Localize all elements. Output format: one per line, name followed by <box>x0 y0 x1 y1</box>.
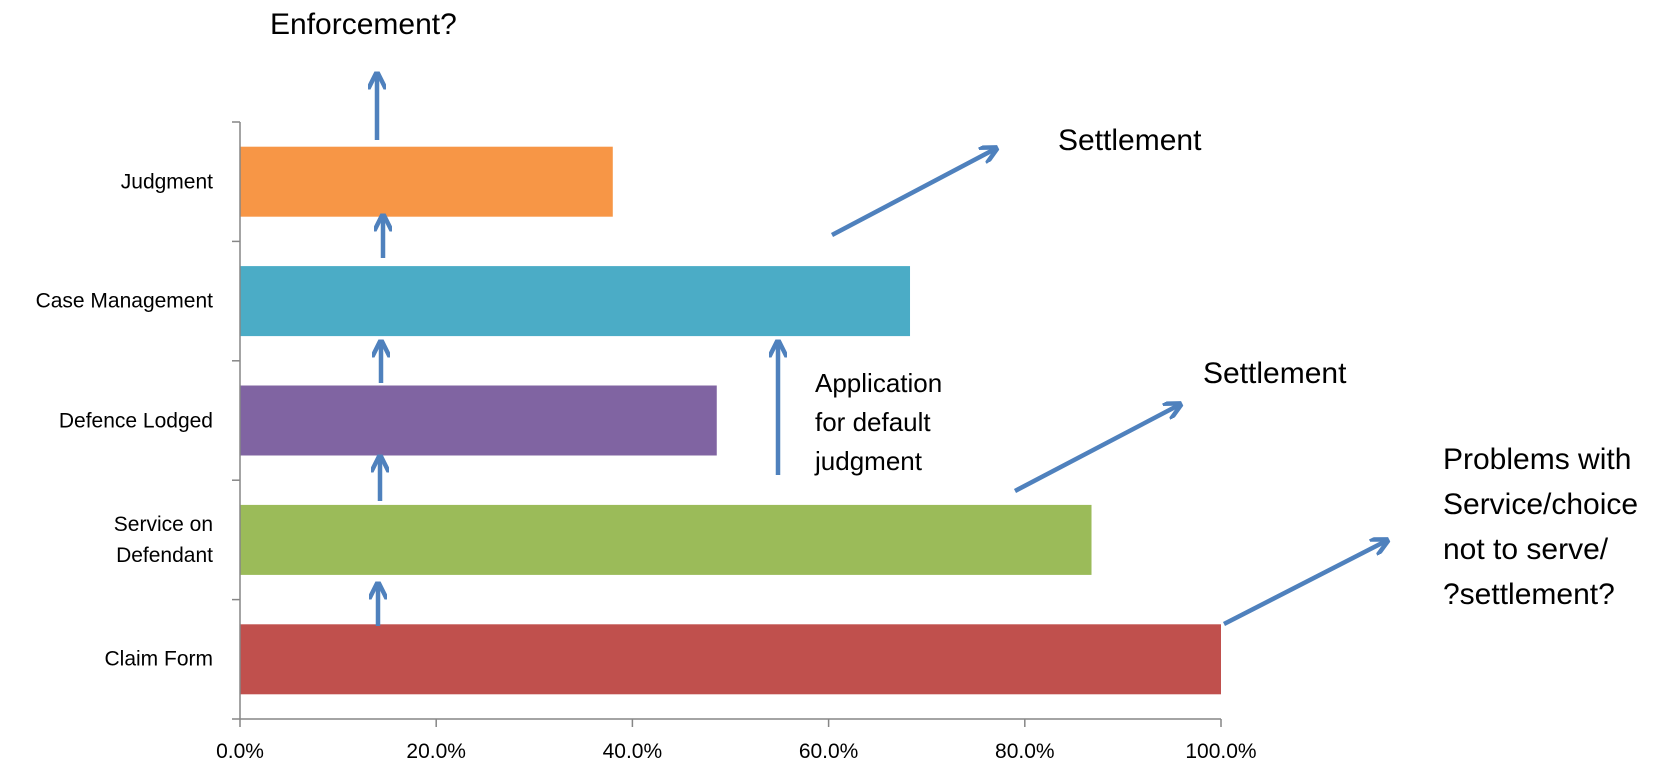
arrows <box>377 75 1386 627</box>
bar <box>240 146 613 217</box>
x-tick-label: 100.0% <box>1185 740 1257 763</box>
annotation: Settlement <box>1058 124 1202 157</box>
annotation: Problems with Service/choice not to serv… <box>1443 443 1639 611</box>
y-tick-label: Case Management <box>35 289 213 313</box>
y-tick-label: Defence Lodged <box>58 409 213 432</box>
bar <box>240 266 911 337</box>
y-tick-label: Service on Defendant <box>113 512 213 567</box>
y-tick-label: Claim Form <box>104 647 214 671</box>
x-tick-label: 20.0% <box>406 740 466 763</box>
x-tick-label: 80.0% <box>995 740 1055 763</box>
bar <box>240 385 717 456</box>
x-tick-label: 60.0% <box>798 740 859 763</box>
y-tick-label: Judgment <box>120 170 213 194</box>
x-tick-label: 40.0% <box>602 740 663 763</box>
arrow <box>1013 405 1179 493</box>
annotation: Enforcement? <box>270 8 457 41</box>
bar <box>240 624 1221 695</box>
arrow <box>830 149 995 237</box>
annotation: Settlement <box>1203 357 1347 390</box>
bar <box>240 504 1092 575</box>
arrow <box>1222 541 1386 627</box>
x-tick-label: 0.0% <box>216 740 264 763</box>
annotation: Application for default judgment <box>815 368 943 476</box>
